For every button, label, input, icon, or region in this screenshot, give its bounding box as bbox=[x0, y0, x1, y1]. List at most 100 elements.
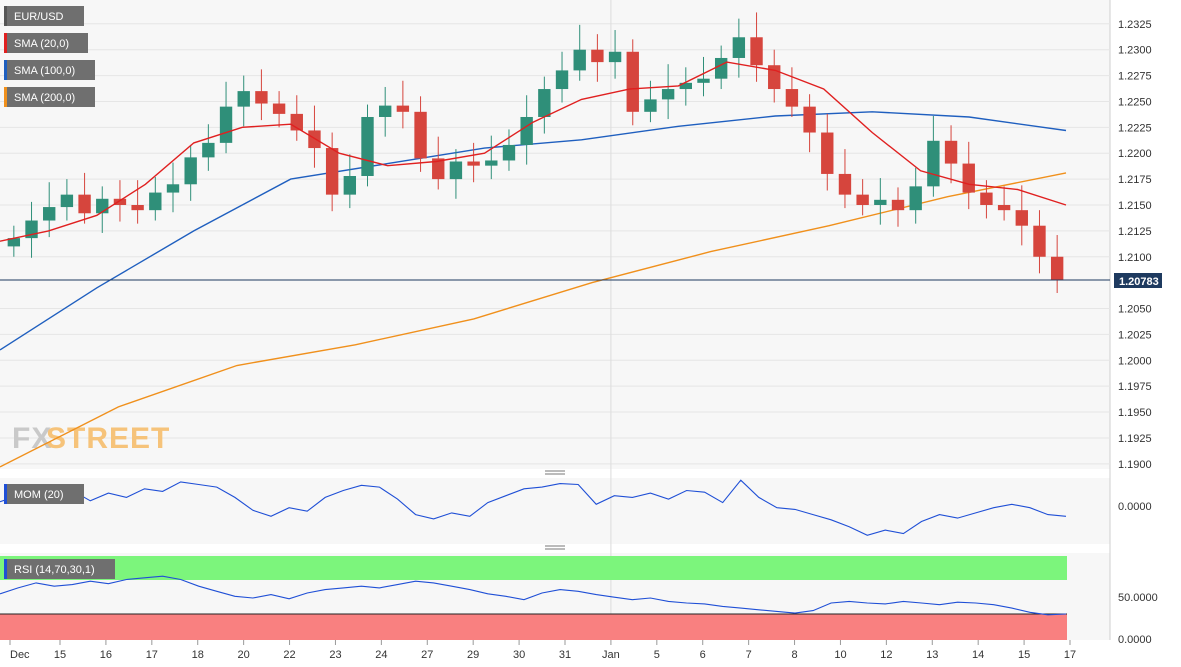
sma-100-path bbox=[0, 111, 1067, 351]
candle-body bbox=[432, 158, 445, 180]
price-tick-label: 1.2050 bbox=[1118, 304, 1152, 316]
x-tick-label: 15 bbox=[54, 649, 66, 661]
candle-body bbox=[237, 91, 250, 107]
x-tick-label: 18 bbox=[192, 649, 204, 661]
sma200-label: SMA (200,0) bbox=[14, 92, 75, 104]
price-tick-label: 1.1950 bbox=[1118, 407, 1152, 419]
x-tick-label: 6 bbox=[700, 649, 706, 661]
candle-body bbox=[502, 144, 516, 161]
candle-body bbox=[555, 70, 569, 90]
rsi-label: RSI (14,70,30,1) bbox=[14, 564, 95, 576]
rsi-line bbox=[0, 575, 1067, 616]
candle-body bbox=[714, 57, 728, 79]
legend-rsi[interactable]: RSI (14,70,30,1) bbox=[4, 559, 115, 579]
candle-body bbox=[573, 49, 586, 71]
x-tick-label: 13 bbox=[926, 649, 938, 661]
price-axis: 1.2325 1.2300 1.2275 1.2250 1.2225 1.2200 1.21… bbox=[1118, 19, 1152, 471]
price-tick-label: 1.2025 bbox=[1118, 329, 1152, 341]
candle-body bbox=[60, 194, 74, 208]
watermark-street: STREET bbox=[46, 422, 170, 455]
candle-body bbox=[962, 163, 975, 193]
mom-panel-bg bbox=[0, 478, 1110, 544]
candle-body bbox=[785, 89, 799, 107]
x-tick-label: 22 bbox=[283, 649, 295, 661]
price-tick-label: 1.2150 bbox=[1118, 200, 1152, 212]
candle-body bbox=[874, 199, 887, 205]
mom-tick-zero: 0.0000 bbox=[1118, 501, 1152, 513]
x-tick-label: 17 bbox=[146, 649, 158, 661]
candles bbox=[7, 12, 1064, 293]
x-tick-label: 5 bbox=[654, 649, 660, 661]
mom-path bbox=[0, 479, 1067, 536]
mom-label: MOM (20) bbox=[14, 489, 64, 501]
legend-mom[interactable]: MOM (20) bbox=[4, 484, 84, 504]
time-axis: Dec 15 16 17 18 20 22 23 24 27 29 30 31 Jan 5 6 7 8 10 12 13… bbox=[9, 640, 1076, 661]
x-tick-label: 14 bbox=[972, 649, 984, 661]
candle-body bbox=[520, 116, 533, 145]
rsi-overbought-zone bbox=[0, 556, 1067, 580]
candle-body bbox=[43, 207, 56, 221]
candle-body bbox=[255, 91, 268, 104]
panel-resize-handle-1[interactable] bbox=[545, 470, 565, 475]
candle-body bbox=[7, 238, 21, 247]
legend-sma200[interactable]: SMA (200,0) bbox=[4, 87, 95, 107]
candle-body bbox=[732, 37, 746, 58]
candle-body bbox=[396, 105, 410, 112]
sma20-swatch bbox=[4, 33, 7, 53]
price-tick-label: 1.2125 bbox=[1118, 226, 1152, 238]
x-tick-label: 29 bbox=[467, 649, 479, 661]
candle-body bbox=[944, 140, 958, 164]
price-tick-label: 1.2100 bbox=[1118, 252, 1152, 264]
x-tick-label: Dec bbox=[10, 649, 30, 661]
candle-body bbox=[997, 204, 1011, 211]
last-price-tag: 1.20783 bbox=[1114, 273, 1162, 288]
legend-sma20[interactable]: SMA (20,0) bbox=[4, 33, 88, 53]
watermark-fx: FX bbox=[12, 422, 52, 455]
candle-body bbox=[697, 78, 710, 83]
price-tick-label: 1.2200 bbox=[1118, 148, 1152, 160]
rsi-oversold-zone bbox=[0, 614, 1067, 640]
rsi-tick-0: 0.0000 bbox=[1118, 634, 1152, 646]
panel-resize-handle-2[interactable] bbox=[545, 545, 565, 550]
x-tick-label: 20 bbox=[238, 649, 250, 661]
x-tick-label: 7 bbox=[746, 649, 752, 661]
candle-body bbox=[184, 157, 197, 185]
x-tick-label: 27 bbox=[421, 649, 433, 661]
legend-symbol[interactable]: EUR/USD bbox=[4, 6, 84, 26]
candle-body bbox=[803, 106, 816, 133]
last-price-value: 1.20783 bbox=[1119, 276, 1159, 288]
price-tick-label: 1.1975 bbox=[1118, 381, 1152, 393]
sma-20-path bbox=[0, 61, 1067, 242]
legend-sma100[interactable]: SMA (100,0) bbox=[4, 60, 95, 80]
candle-body bbox=[343, 176, 357, 195]
candle-body bbox=[644, 99, 657, 112]
candle-body bbox=[856, 194, 869, 205]
price-tick-label: 1.2300 bbox=[1118, 45, 1152, 57]
candle-body bbox=[661, 89, 675, 100]
candle-body bbox=[78, 194, 91, 214]
watermark: FX STREET bbox=[12, 422, 170, 455]
sma-200-line bbox=[0, 172, 1067, 468]
candle-body bbox=[166, 184, 180, 193]
candle-body bbox=[325, 148, 339, 195]
price-tick-label: 1.2275 bbox=[1118, 71, 1152, 83]
candle-body bbox=[1015, 210, 1028, 226]
candle-body bbox=[361, 116, 374, 177]
x-tick-label: Jan bbox=[602, 649, 620, 661]
price-tick-label: 1.2225 bbox=[1118, 122, 1152, 134]
candle-body bbox=[485, 160, 498, 166]
price-panel-bg bbox=[0, 0, 1110, 469]
candle-body bbox=[149, 192, 162, 211]
candle-body bbox=[308, 130, 321, 149]
candle-body bbox=[219, 106, 233, 143]
candle-body bbox=[821, 132, 834, 174]
candle-body bbox=[891, 199, 905, 211]
sma-20-line bbox=[0, 61, 1067, 242]
candle-body bbox=[272, 103, 286, 114]
price-tick-label: 1.2250 bbox=[1118, 96, 1152, 108]
rsi-tick-50: 50.0000 bbox=[1118, 592, 1158, 604]
sma100-label: SMA (100,0) bbox=[14, 65, 75, 77]
candle-body bbox=[131, 204, 144, 211]
price-tick-label: 1.1925 bbox=[1118, 433, 1152, 445]
x-tick-label: 8 bbox=[791, 649, 797, 661]
